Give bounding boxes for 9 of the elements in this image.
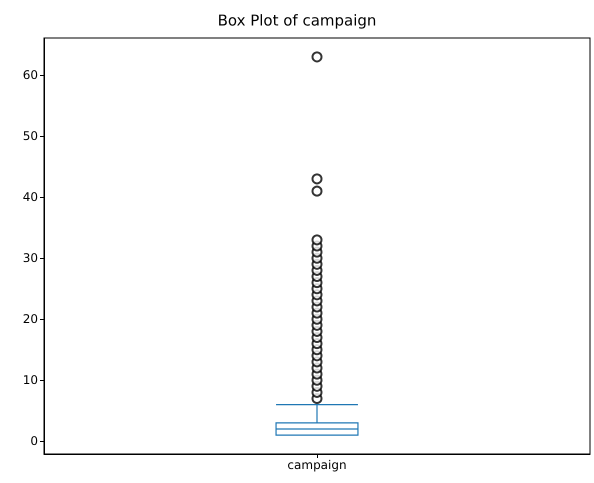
y-tick-label: 50 <box>22 129 38 144</box>
y-tick-label: 0 <box>30 434 38 448</box>
y-tick-label: 10 <box>22 373 38 388</box>
chart-title: Box Plot of campaign <box>218 12 376 30</box>
y-tick-label: 20 <box>22 312 38 326</box>
y-tick-label: 60 <box>22 68 38 82</box>
x-tick-label: campaign <box>287 458 347 472</box>
y-tick-label: 30 <box>22 251 38 266</box>
y-tick-label: 40 <box>22 190 38 204</box>
